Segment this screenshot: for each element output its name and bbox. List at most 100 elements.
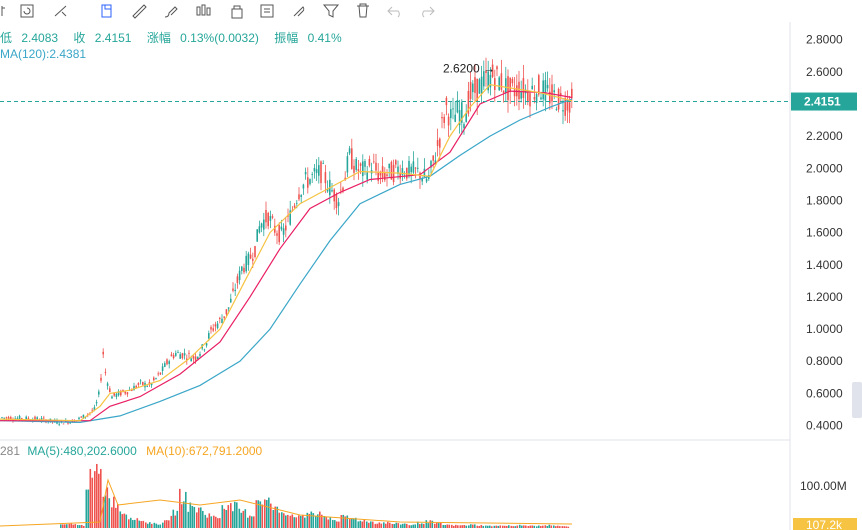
candle-body: [324, 172, 327, 184]
candle-body: [564, 97, 566, 116]
volume-bar: [455, 524, 457, 528]
volume-bar: [206, 517, 209, 528]
volume-bar: [289, 515, 292, 528]
volume-bar: [389, 522, 391, 528]
volume-bar: [504, 525, 506, 528]
candle-body: [511, 78, 514, 84]
volume-bar: [274, 506, 277, 528]
volume-bar: [548, 524, 551, 528]
volume-bar: [187, 511, 190, 528]
candle-body: [399, 173, 401, 179]
candle-body: [414, 167, 417, 169]
volume-bar: [121, 514, 124, 528]
lock-icon[interactable]: [228, 2, 246, 20]
volume-bar: [244, 509, 247, 528]
candle-body: [40, 418, 43, 421]
candle-body: [443, 116, 445, 123]
candle-body: [296, 202, 298, 204]
volume-bar: [353, 518, 355, 528]
candle-body: [175, 353, 177, 356]
volume-bar: [261, 504, 264, 528]
volume-bar: [166, 520, 168, 528]
volume-bar: [336, 521, 338, 528]
candle-body: [241, 266, 243, 271]
candle-body: [289, 210, 291, 225]
volume-bar: [493, 525, 496, 528]
volume-bar: [308, 513, 311, 528]
volume-bar: [474, 524, 476, 528]
volume-bar: [519, 524, 521, 528]
ruler-icon[interactable]: [130, 2, 148, 20]
candle-body: [571, 88, 573, 99]
volume-bar: [94, 471, 96, 528]
redo-icon[interactable]: [418, 2, 436, 20]
brush-icon[interactable]: [162, 2, 180, 20]
candle-body: [384, 172, 386, 181]
candle-body: [518, 81, 520, 100]
refresh-icon[interactable]: [18, 2, 36, 20]
volume-bar: [438, 523, 440, 528]
candle-body: [157, 373, 159, 375]
candle-body: [423, 168, 426, 178]
ma120-label: MA(120):: [0, 47, 50, 61]
candle-icon[interactable]: [194, 2, 212, 20]
volume-bar: [366, 521, 368, 528]
volume-bar: [215, 516, 217, 528]
candle-body: [388, 163, 390, 169]
candle-body: [542, 80, 544, 100]
delete-icon[interactable]: [354, 2, 372, 20]
candle-body: [258, 226, 261, 233]
volume-bar: [138, 520, 141, 528]
volume-bar: [128, 519, 130, 528]
volume-bar: [453, 525, 455, 528]
volume-bar: [542, 525, 544, 528]
candle-body: [494, 78, 496, 90]
volume-bar: [434, 523, 436, 528]
copy-icon[interactable]: [98, 2, 116, 20]
candle-body: [25, 416, 27, 420]
magnet-icon[interactable]: [290, 2, 308, 20]
volume-bar: [421, 523, 423, 528]
filter-icon[interactable]: [322, 2, 340, 20]
candle-body: [326, 188, 329, 192]
volume-bar: [189, 502, 192, 528]
candle-body: [386, 174, 388, 177]
volume-bar: [376, 523, 379, 528]
volume-bar: [417, 521, 419, 528]
volume-bar: [412, 524, 415, 528]
volume-bar: [196, 512, 198, 528]
ma10-line: [0, 90, 573, 422]
volume-bar: [281, 512, 283, 528]
trend-line-icon[interactable]: [52, 2, 70, 20]
candle-body: [58, 423, 60, 425]
volume-current-value: 107.2k: [806, 518, 843, 530]
candle-body: [320, 161, 322, 184]
note-icon[interactable]: [258, 2, 276, 20]
volume-bar: [397, 523, 400, 528]
volume-bar: [119, 511, 122, 528]
volume-bar: [529, 525, 532, 528]
candle-body: [293, 205, 296, 208]
volume-bar: [68, 523, 71, 528]
volume-bar: [159, 524, 162, 528]
candle-body: [36, 417, 38, 420]
amplitude-label: 振幅: [274, 31, 299, 45]
candle-body: [373, 161, 375, 163]
undo-icon[interactable]: [386, 2, 404, 20]
candle-body: [7, 417, 10, 421]
scroll-handle[interactable]: [852, 382, 862, 418]
volume-bar: [300, 515, 302, 528]
volume-bar: [108, 498, 111, 528]
volume-bar: [179, 488, 181, 528]
candle-body: [210, 327, 212, 330]
volume-bar: [293, 517, 296, 528]
candle-type-icon[interactable]: [0, 2, 18, 20]
volume-bar: [130, 517, 132, 528]
volume-bar: [153, 522, 156, 528]
candle-body: [252, 258, 254, 261]
volume-bar: [357, 521, 360, 528]
volume-bar: [393, 524, 396, 528]
candle-body: [166, 359, 168, 365]
candle-body: [247, 253, 250, 265]
